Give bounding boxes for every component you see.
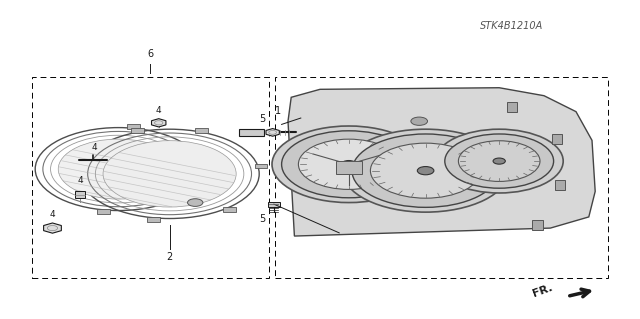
Circle shape bbox=[435, 129, 563, 193]
Bar bbox=[147, 217, 160, 222]
Bar bbox=[275, 77, 608, 278]
Bar bbox=[127, 124, 140, 129]
Circle shape bbox=[272, 126, 426, 203]
Circle shape bbox=[371, 143, 481, 198]
Text: 5: 5 bbox=[259, 214, 266, 224]
Bar bbox=[195, 156, 208, 160]
Bar bbox=[239, 129, 264, 136]
Bar bbox=[131, 128, 144, 133]
Circle shape bbox=[282, 131, 416, 198]
Circle shape bbox=[188, 199, 203, 206]
Bar bbox=[552, 134, 562, 144]
Circle shape bbox=[493, 158, 506, 164]
Polygon shape bbox=[152, 119, 166, 127]
Text: FR.: FR. bbox=[531, 282, 554, 299]
Circle shape bbox=[341, 160, 356, 168]
Text: 4: 4 bbox=[50, 210, 55, 219]
Text: STK4B1210A: STK4B1210A bbox=[481, 20, 543, 31]
Circle shape bbox=[445, 134, 554, 188]
Polygon shape bbox=[288, 88, 595, 236]
Bar bbox=[507, 102, 517, 112]
Circle shape bbox=[411, 117, 428, 125]
Circle shape bbox=[417, 167, 434, 175]
Circle shape bbox=[342, 129, 509, 212]
Bar bbox=[168, 200, 180, 204]
Bar bbox=[555, 180, 565, 190]
Bar bbox=[195, 128, 208, 133]
Bar bbox=[223, 207, 236, 211]
Circle shape bbox=[298, 139, 399, 189]
Text: 1: 1 bbox=[275, 107, 282, 116]
Text: 4: 4 bbox=[92, 143, 97, 152]
Bar bbox=[532, 220, 543, 230]
Bar bbox=[268, 202, 280, 207]
Circle shape bbox=[103, 141, 236, 207]
Bar bbox=[75, 191, 85, 198]
Circle shape bbox=[58, 139, 179, 199]
Text: 5: 5 bbox=[259, 115, 266, 124]
Text: 6: 6 bbox=[147, 49, 154, 59]
Circle shape bbox=[352, 134, 499, 207]
Bar bbox=[32, 77, 269, 278]
Polygon shape bbox=[44, 223, 61, 233]
Circle shape bbox=[458, 141, 540, 182]
Text: 4: 4 bbox=[156, 107, 161, 115]
Text: 4: 4 bbox=[77, 176, 83, 185]
Text: 2: 2 bbox=[166, 252, 173, 262]
Polygon shape bbox=[266, 129, 279, 136]
Bar bbox=[97, 209, 110, 214]
Bar bbox=[336, 161, 362, 174]
Bar bbox=[255, 164, 268, 168]
